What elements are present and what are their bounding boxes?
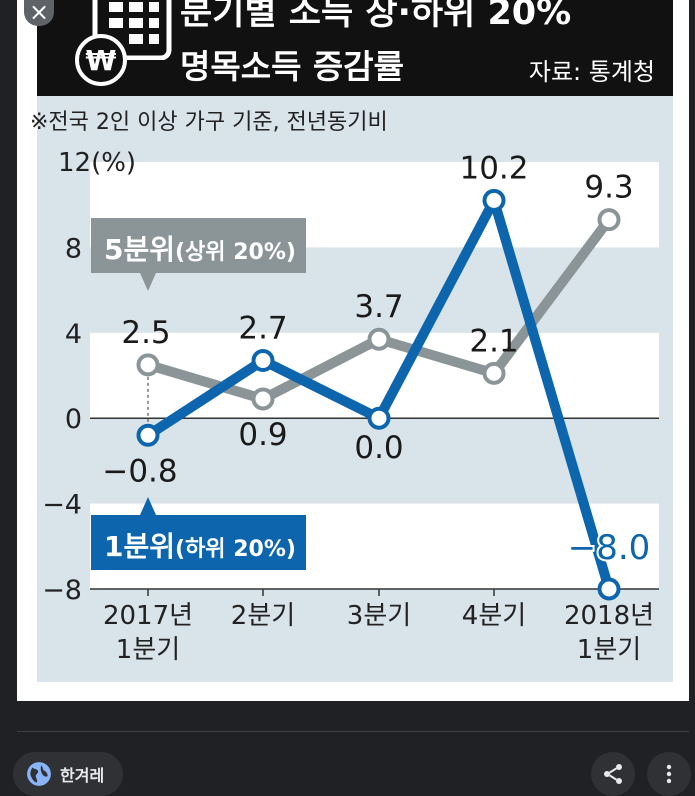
series-lower-data-label: −8.0 [568,528,651,568]
series-lower-point [251,349,275,373]
svg-text:₩: ₩ [86,44,117,77]
close-button[interactable]: × [24,0,54,26]
share-icon [604,764,622,784]
x-tick-label: 4분기 [462,601,526,631]
chart-note: ※전국 2인 이상 가구 기준, 전년동기비 [30,110,388,135]
series-lower-data-label: 2.7 [238,311,287,347]
series-lower-point [597,577,621,601]
series-upper-legend: 5분위(상위 20%) [91,218,306,291]
x-tick-label: 1분기 [577,635,641,665]
calculator-icon [92,0,172,60]
chart-source: 자료: 통계청 [528,58,655,86]
footer-divider [17,731,689,732]
y-tick-label: 12(%) [58,148,136,178]
x-tick-label: 2분기 [231,601,295,631]
series-lower-legend-label: 1분위(하위 20%) [104,530,296,563]
chart-title-line2: 명목소득 증감률 [180,47,405,86]
chart-title-line1: 분기별 소득 상·하위 20% [180,0,572,33]
y-tick-label: −4 [42,490,82,521]
series-lower-point [367,406,391,430]
close-icon: × [28,0,50,26]
share-button[interactable] [591,752,635,796]
series-upper-point [251,387,275,411]
x-tick-label: 3분기 [347,601,411,631]
series-upper-data-label: 3.7 [354,289,403,325]
x-tick-label: 2017년 [103,601,193,631]
series-lower-data-label: 10.2 [459,150,528,186]
series-upper-legend-pointer [140,273,156,291]
y-tick-label: 0 [65,404,82,435]
series-lower-data-label: −0.8 [102,453,177,489]
x-tick-label: 1분기 [116,635,180,665]
chart-header: ₩ 분기별 소득 상·하위 20% 명목소득 증감률 자료: 통계청 [37,0,673,96]
series-lower-legend-pointer [140,497,156,515]
series-lower-data-label: 0.0 [354,430,403,466]
series-upper-legend-box [91,218,306,273]
more-vert-icon [666,764,672,784]
series-upper-data-label: 9.3 [584,170,633,206]
series-upper-legend-label: 5분위(상위 20%) [104,233,296,266]
y-tick-label: 8 [65,233,82,264]
series-upper-point [136,353,160,377]
series-lower-legend-box [91,515,306,570]
series-lower-point [136,423,160,447]
won-coin-icon: ₩ [75,34,127,86]
series-upper-point [482,361,506,385]
y-tick-label: 4 [65,319,82,350]
series-lower-legend: 1분위(하위 20%) [91,497,306,570]
series-lower-legend-sub: (하위 20%) [175,537,296,562]
series-upper-point [597,208,621,232]
series-upper-legend-sub: (상위 20%) [175,240,296,265]
more-options-button[interactable] [647,752,691,796]
series-lower-legend-name: 1분위 [104,530,175,563]
x-tick-label: 2018년 [564,601,654,631]
series-upper-data-label: 0.9 [238,417,287,453]
y-tick-label: −8 [42,575,82,606]
series-upper-data-label: 2.1 [469,323,518,359]
source-chip-label: 한겨레 [60,766,105,785]
globe-icon [27,762,51,786]
series-upper-point [367,327,391,351]
series-upper-data-label: 2.5 [121,315,170,351]
source-chip[interactable]: 한겨레 [13,752,123,796]
line-chart: −8 −4 0 4 8 12(%) 2017년 1분기 2분기 3분기 4분기 2018년 1분기 2.… [42,148,659,665]
series-upper-legend-name: 5분위 [104,233,175,266]
series-lower-point [482,188,506,212]
